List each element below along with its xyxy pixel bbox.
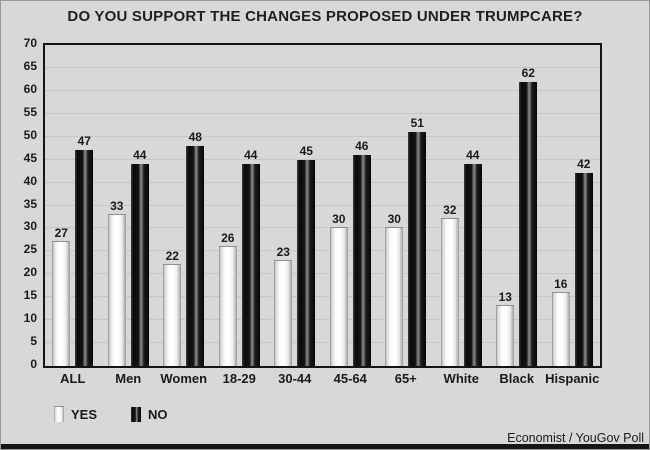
- bar-yes-30-44: [274, 260, 293, 366]
- gridline-60: [45, 89, 600, 91]
- y-tick-35: 35: [23, 196, 37, 211]
- y-tick-40: 40: [23, 173, 37, 188]
- bar-no-ALL: [75, 150, 94, 366]
- value-label-no-White: 44: [466, 148, 480, 162]
- value-label-no-ALL: 47: [77, 134, 91, 148]
- x-axis: ALL Men Women 18-29 30-44 45-64 65+ White Black H…: [45, 370, 600, 388]
- gridline-45: [45, 158, 600, 160]
- bar-no-Black: [519, 82, 538, 366]
- bar-no-30-44: [297, 160, 316, 366]
- value-label-yes-18-29: 26: [221, 231, 235, 245]
- y-tick-10: 10: [23, 311, 37, 326]
- bar-no-White: [463, 164, 482, 366]
- bar-yes-45-64: [329, 227, 348, 366]
- y-axis: 0 5 10 15 20 25 30 35 40 45 50 55 60 65 70: [1, 36, 37, 371]
- category-label-Men: Men: [115, 371, 142, 386]
- bar-no-18-29: [241, 164, 260, 366]
- bar-no-Women: [186, 146, 205, 366]
- value-label-yes-45-64: 30: [332, 212, 346, 226]
- no-swatch-icon: [131, 406, 142, 422]
- legend-item-yes: YES: [54, 406, 97, 422]
- value-label-no-30-44: 45: [299, 144, 313, 158]
- value-label-no-65+: 51: [410, 116, 424, 130]
- y-tick-0: 0: [30, 357, 37, 371]
- y-tick-15: 15: [23, 288, 37, 303]
- category-label-Women: Women: [160, 371, 208, 386]
- category-label-18-29: 18-29: [222, 371, 256, 386]
- y-tick-50: 50: [23, 127, 37, 142]
- gridline-35: [45, 204, 600, 206]
- footer-bar: [1, 444, 649, 449]
- category-label-45-64: 45-64: [333, 371, 367, 386]
- legend: YES NO: [54, 406, 168, 422]
- plot-area: 27 47 33 44 22 48 26 44 23 45 30 46 30 51 32 44 13 62 16 42: [43, 43, 602, 368]
- bar-yes-18-29: [218, 246, 237, 366]
- bar-yes-White: [440, 218, 459, 366]
- gridline-55: [45, 112, 600, 114]
- category-label-ALL: ALL: [60, 371, 86, 386]
- value-label-yes-65+: 30: [387, 212, 401, 226]
- source-credit: Economist / YouGov Poll: [507, 431, 644, 445]
- value-label-yes-Black: 13: [498, 290, 512, 304]
- gridline-10: [45, 319, 600, 321]
- y-tick-30: 30: [23, 219, 37, 234]
- legend-label-yes: YES: [71, 406, 98, 422]
- value-label-no-Men: 44: [133, 148, 147, 162]
- value-label-yes-30-44: 23: [276, 245, 290, 259]
- value-label-no-45-64: 46: [355, 139, 369, 153]
- yes-swatch-icon: [54, 406, 64, 422]
- bar-yes-65+: [385, 227, 404, 366]
- y-tick-55: 55: [23, 104, 37, 119]
- value-label-no-Hispanic: 42: [577, 157, 591, 171]
- legend-item-no: NO: [131, 406, 168, 422]
- y-tick-25: 25: [23, 242, 37, 257]
- gridline-15: [45, 296, 600, 298]
- bar-yes-Hispanic: [551, 292, 570, 366]
- value-label-no-Black: 62: [521, 66, 535, 80]
- category-label-Black: Black: [499, 371, 535, 386]
- gridline-25: [45, 250, 600, 252]
- gridline-20: [45, 273, 600, 275]
- bar-no-Men: [130, 164, 149, 366]
- bar-no-Hispanic: [574, 173, 593, 366]
- bar-yes-Black: [496, 305, 515, 366]
- y-tick-45: 45: [23, 150, 37, 165]
- y-tick-65: 65: [23, 58, 37, 73]
- legend-label-no: NO: [148, 406, 168, 422]
- value-label-no-Women: 48: [188, 130, 202, 144]
- value-label-yes-ALL: 27: [54, 226, 68, 240]
- y-tick-20: 20: [23, 265, 37, 280]
- value-label-no-18-29: 44: [244, 148, 258, 162]
- gridline-65: [45, 66, 600, 68]
- value-label-yes-Women: 22: [165, 249, 179, 263]
- gridline-5: [45, 342, 600, 344]
- y-tick-60: 60: [23, 81, 37, 96]
- gridline-50: [45, 135, 600, 137]
- chart-title: DO YOU SUPPORT THE CHANGES PROPOSED UNDE…: [67, 8, 583, 25]
- bar-no-45-64: [352, 155, 371, 366]
- y-tick-5: 5: [30, 334, 37, 349]
- bar-no-65+: [408, 132, 427, 366]
- gridline-30: [45, 227, 600, 229]
- category-label-65+: 65+: [394, 371, 417, 386]
- category-label-30-44: 30-44: [278, 371, 312, 386]
- value-label-yes-Men: 33: [110, 199, 124, 213]
- bar-yes-ALL: [52, 241, 71, 366]
- gridline-40: [45, 181, 600, 183]
- category-label-Hispanic: Hispanic: [545, 371, 600, 386]
- value-label-yes-Hispanic: 16: [554, 277, 568, 291]
- y-tick-70: 70: [23, 36, 37, 50]
- bar-yes-Women: [163, 264, 182, 366]
- value-label-yes-White: 32: [443, 203, 457, 217]
- bar-yes-Men: [107, 214, 126, 366]
- category-label-White: White: [443, 371, 479, 386]
